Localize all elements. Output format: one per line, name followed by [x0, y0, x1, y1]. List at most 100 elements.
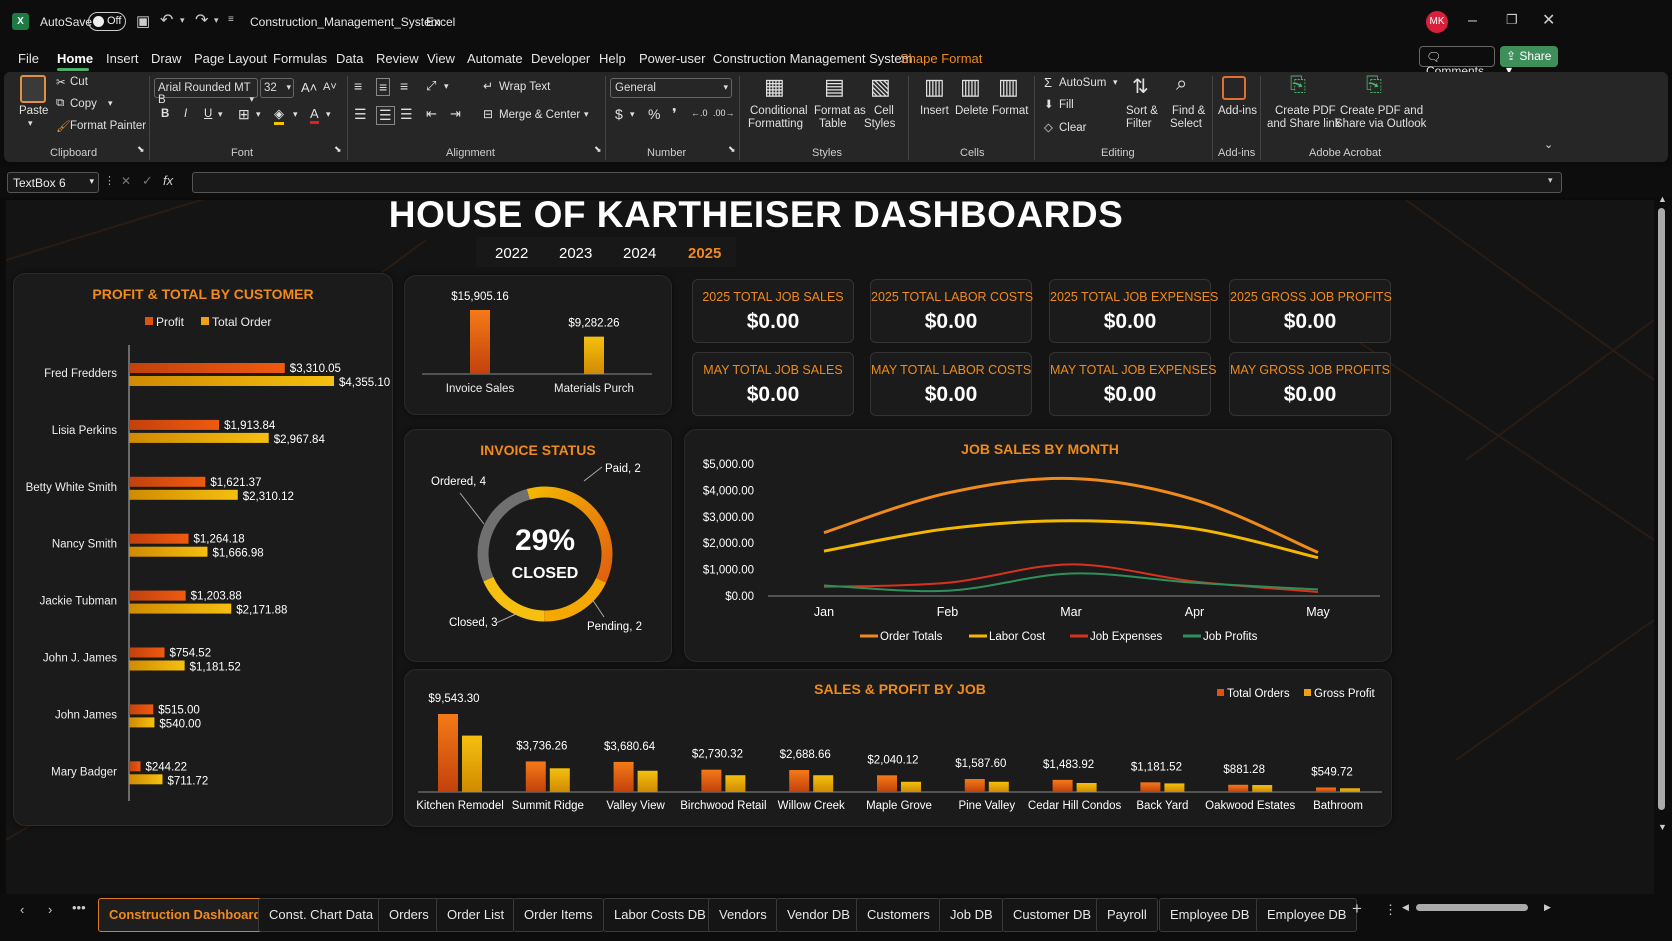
redo-icon[interactable]: ↷ [195, 12, 209, 29]
sheet-tab[interactable]: Job DB [939, 898, 1004, 932]
font-color-dropdown-icon[interactable]: ▾ [326, 109, 331, 119]
menu-insert[interactable]: Insert [106, 51, 139, 66]
font-launcher-icon[interactable]: ⬊ [334, 144, 342, 154]
create-pdf-link-icon[interactable]: ⎘ [1290, 74, 1306, 96]
paste-button[interactable]: Paste [19, 105, 49, 117]
number-launcher-icon[interactable]: ⬊ [728, 144, 736, 154]
sheet-tab[interactable]: Employee DB [1256, 898, 1358, 932]
hscroll-right-icon[interactable]: ▶ [1544, 902, 1551, 912]
currency-dropdown-icon[interactable]: ▾ [630, 109, 635, 119]
sheet-tab[interactable]: Vendor DB [776, 898, 861, 932]
autosum-icon[interactable]: Σ [1044, 75, 1053, 90]
menu-view[interactable]: View [427, 51, 455, 66]
menu-draw[interactable]: Draw [151, 51, 182, 66]
comments-button[interactable]: 🗨 Comments [1419, 46, 1495, 78]
menu-formulas[interactable]: Formulas [273, 51, 328, 66]
menu-review[interactable]: Review [376, 51, 419, 66]
add-ins-button[interactable]: Add-ins [1218, 105, 1257, 117]
orientation-dropdown-icon[interactable]: ▾ [444, 81, 449, 91]
confirm-entry-icon[interactable]: ✓ [142, 173, 153, 188]
font-size-select[interactable]: 32 ▾ [260, 78, 294, 98]
menu-help[interactable]: Help [599, 51, 626, 66]
underline-dropdown-icon[interactable]: ▾ [218, 109, 223, 119]
format-as-table-icon[interactable]: ▤ [824, 74, 845, 99]
cell-styles-button-line2[interactable]: Styles [864, 118, 896, 130]
name-box[interactable]: TextBox 6 ▾ [7, 172, 99, 193]
increase-decimal-icon[interactable]: ←.0 [691, 108, 708, 118]
sheet-tab[interactable]: Customer DB [1002, 898, 1103, 932]
cut-button[interactable]: Cut [70, 76, 88, 88]
menu-developer[interactable]: Developer [531, 51, 591, 66]
sheet-tab[interactable]: Order List [436, 898, 516, 932]
tab-scroll-left-icon[interactable]: ‹ [20, 902, 25, 917]
sort-filter-button-line2[interactable]: Filter [1126, 118, 1152, 130]
fill-button[interactable]: Fill [1059, 99, 1074, 111]
formula-input[interactable] [192, 172, 1562, 193]
delete-cells-button[interactable]: Delete [955, 105, 989, 117]
find-select-icon[interactable]: ⌕ [1176, 73, 1188, 95]
year-button-2025[interactable]: 2025 [688, 245, 722, 262]
wrap-text-button[interactable]: Wrap Text [499, 81, 551, 93]
horizontal-scrollbar-thumb[interactable] [1416, 904, 1528, 911]
merge-center-button[interactable]: Merge & Center [499, 109, 581, 121]
italic-icon[interactable]: I [184, 108, 188, 120]
font-family-select[interactable]: Arial Rounded MT B ▾ [154, 78, 258, 106]
orientation-icon[interactable]: ⤢ [426, 78, 437, 93]
sheet-tab[interactable]: Orders [378, 898, 440, 932]
scroll-thumb[interactable] [1658, 208, 1665, 810]
fill-icon[interactable]: ⬇ [1044, 99, 1054, 111]
copy-dropdown-icon[interactable]: ▾ [108, 98, 113, 108]
undo-icon[interactable]: ↶ [160, 12, 174, 29]
create-pdf-share-link-button[interactable]: Create PDF [1275, 105, 1336, 117]
expand-formula-bar-icon[interactable]: ▾ [1548, 175, 1553, 185]
year-button-2024[interactable]: 2024 [623, 245, 657, 262]
alignment-launcher-icon[interactable]: ⬊ [594, 144, 602, 154]
format-painter-button[interactable]: Format Painter [70, 120, 147, 132]
sheet-tab[interactable]: Payroll [1096, 898, 1158, 932]
year-button-2023[interactable]: 2023 [559, 245, 593, 262]
menu-power-user[interactable]: Power-user [639, 51, 706, 66]
year-button-2022[interactable]: 2022 [495, 245, 529, 262]
scroll-down-icon[interactable]: ▼ [1658, 822, 1667, 832]
menu-home[interactable]: Home [57, 51, 94, 66]
comma-icon[interactable]: ❜ [672, 106, 677, 123]
sheet-tab[interactable]: Labor Costs DB [603, 898, 717, 932]
decrease-decimal-icon[interactable]: .00→ [713, 108, 735, 118]
borders-dropdown-icon[interactable]: ▾ [256, 109, 261, 119]
increase-indent-icon[interactable]: ⇥ [450, 106, 461, 121]
align-right-icon[interactable]: ☰ [400, 106, 413, 122]
paste-dropdown-icon[interactable]: ▾ [28, 118, 33, 128]
number-format-select[interactable]: General ▾ [610, 78, 732, 98]
create-pdf-outlook-icon[interactable]: ⎘ [1366, 74, 1382, 96]
menu-file[interactable]: File [18, 51, 39, 66]
wrap-text-icon[interactable]: ↵ [483, 79, 494, 93]
cancel-entry-icon[interactable]: ✕ [121, 174, 132, 188]
menu-shape-format[interactable]: Shape Format [900, 51, 983, 66]
find-select-button-line2[interactable]: Select [1170, 118, 1202, 130]
underline-icon[interactable]: U [204, 108, 213, 120]
create-pdf-outlook-button[interactable]: Create PDF and [1340, 105, 1424, 117]
align-top-icon[interactable]: ≡ [354, 78, 363, 94]
font-color-icon[interactable]: A [310, 106, 319, 124]
undo-dropdown-icon[interactable]: ▾ [180, 15, 185, 25]
merge-center-icon[interactable]: ⊟ [483, 107, 494, 121]
merge-dropdown-icon[interactable]: ▾ [584, 109, 589, 119]
minimize-icon[interactable]: – [1468, 12, 1477, 29]
sheet-tab[interactable]: Employee DB [1159, 898, 1261, 932]
increase-font-icon[interactable]: A˄ [301, 80, 318, 95]
clear-button[interactable]: Clear [1059, 122, 1087, 134]
sort-filter-button[interactable]: Sort & [1126, 105, 1158, 117]
percent-icon[interactable]: % [648, 106, 661, 122]
fill-color-icon[interactable]: ◈ [274, 106, 284, 125]
menu-data[interactable]: Data [336, 51, 364, 66]
format-painter-icon[interactable]: 🖌 [56, 121, 71, 133]
copy-button[interactable]: Copy [70, 98, 97, 110]
customize-qat-icon[interactable]: ≡ [228, 14, 234, 25]
menu-automate[interactable]: Automate [467, 51, 523, 66]
find-select-button[interactable]: Find & [1172, 105, 1206, 117]
format-cells-button[interactable]: Format [992, 105, 1029, 117]
decrease-font-icon[interactable]: A˅ [323, 81, 337, 93]
autosum-button[interactable]: AutoSum [1059, 77, 1107, 89]
conditional-formatting-button[interactable]: Conditional [750, 105, 808, 117]
format-as-table-button[interactable]: Format as [814, 105, 866, 117]
